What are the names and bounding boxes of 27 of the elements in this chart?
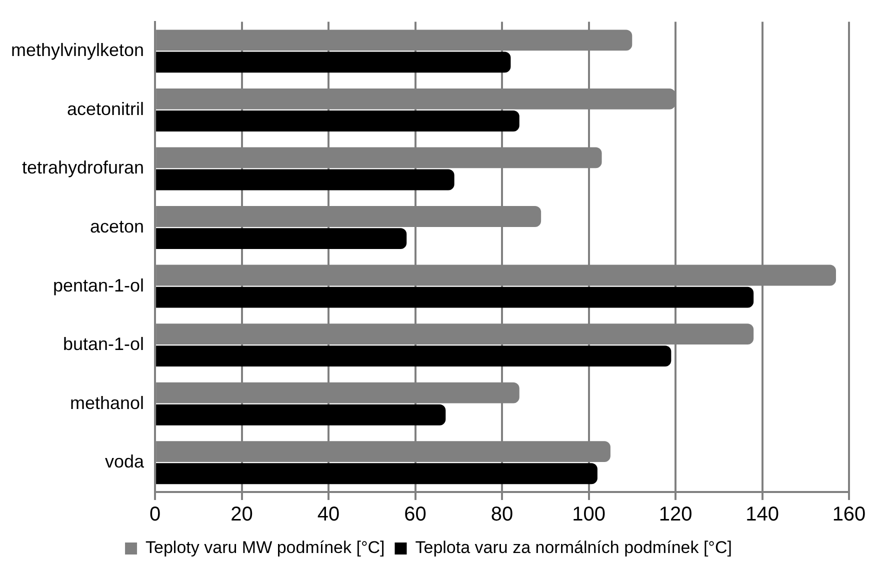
x-tick-label: 0	[149, 504, 161, 526]
x-tick-label: 100	[572, 504, 606, 526]
y-tick-label: butan-1-ol	[62, 334, 144, 354]
x-tick-label: 60	[404, 504, 426, 526]
x-tick-label: 80	[490, 504, 514, 526]
y-tick-label: pentan-1-ol	[52, 275, 144, 296]
y-tick-label: acetonitril	[67, 98, 144, 119]
y-tick-label: methylvinylketon	[10, 40, 144, 60]
x-tick-label: 40	[317, 504, 340, 526]
y-tick-label: methanol	[70, 392, 144, 413]
bar	[156, 52, 511, 73]
y-tick-label: voda	[105, 452, 146, 472]
y-tick-label: aceton	[90, 216, 144, 236]
bar	[156, 286, 754, 308]
bar	[156, 346, 672, 367]
bar	[156, 169, 454, 190]
bar	[156, 404, 446, 426]
x-tick-label: 20	[230, 504, 253, 526]
x-tick-label: 160	[832, 504, 866, 526]
legend-label: Teploty varu MW podmínek [°C]	[146, 538, 385, 558]
x-tick-label: 120	[658, 504, 692, 526]
bar	[156, 228, 407, 249]
legend-label: Teplota varu za normálních podmínek [°C]	[415, 538, 732, 558]
y-tick-label: tetrahydrofuran	[22, 158, 144, 178]
bar	[156, 463, 598, 484]
bar	[156, 110, 520, 132]
x-tick-label: 140	[746, 504, 779, 526]
